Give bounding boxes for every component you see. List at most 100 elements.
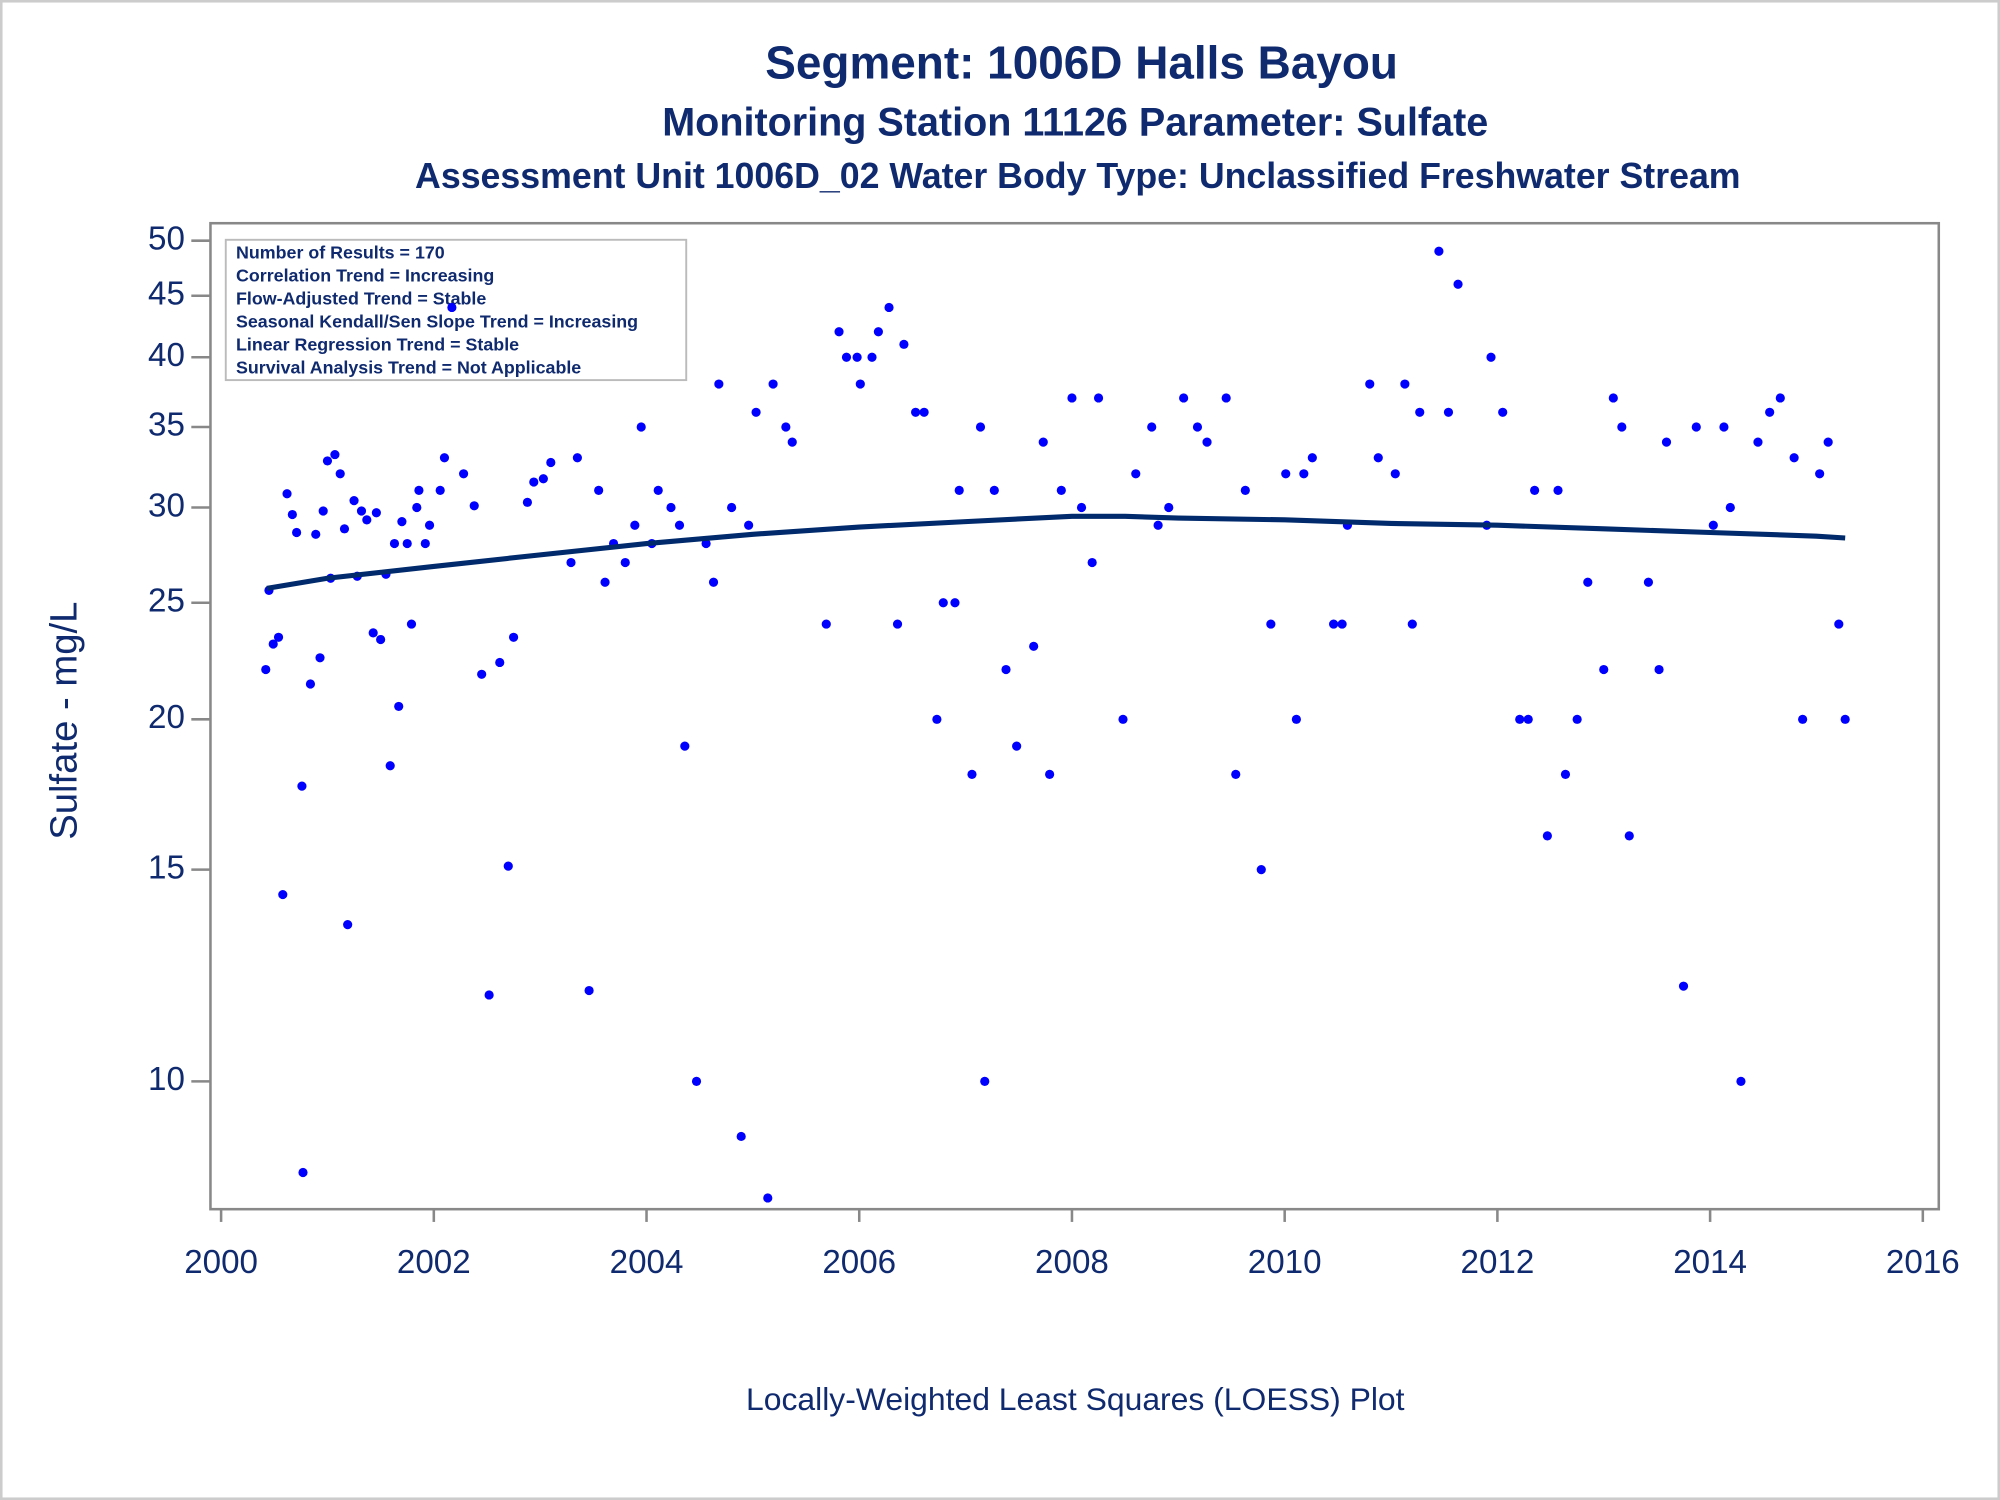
data-point: [636, 422, 646, 432]
data-point: [701, 538, 711, 549]
data-point: [368, 628, 378, 638]
footnote: Locally-Weighted Least Squares (LOESS) P…: [746, 1381, 1405, 1417]
data-point: [727, 502, 737, 513]
data-point: [899, 339, 909, 349]
y-tick-label: 40: [148, 337, 185, 374]
data-point: [406, 619, 417, 629]
data-point: [781, 422, 791, 432]
y-tick-label: 45: [148, 275, 185, 312]
data-point: [268, 639, 278, 649]
data-point: [1553, 485, 1563, 495]
data-point: [1029, 641, 1039, 651]
data-point: [1719, 422, 1729, 432]
data-point: [736, 1131, 746, 1142]
data-point: [938, 598, 948, 608]
data-point: [376, 634, 386, 645]
data-point: [989, 485, 999, 495]
y-tick-label: 50: [148, 220, 185, 257]
y-tick-label: 15: [148, 849, 185, 886]
data-point: [584, 985, 594, 996]
data-point: [1725, 502, 1735, 513]
data-point: [892, 619, 903, 629]
data-point: [1256, 865, 1266, 875]
data-point: [1118, 714, 1128, 724]
data-point: [297, 781, 307, 791]
chart-title: Segment: 1006D Halls Bayou: [765, 36, 1398, 88]
data-point: [339, 524, 350, 534]
data-point: [458, 469, 469, 479]
data-point: [1515, 714, 1525, 724]
data-point: [834, 327, 844, 337]
data-point: [763, 1193, 773, 1203]
data-point: [522, 497, 532, 507]
data-point: [768, 379, 778, 389]
data-point: [1498, 407, 1508, 417]
data-point: [477, 669, 487, 679]
x-tick-label: 2014: [1673, 1244, 1747, 1281]
data-point: [1815, 469, 1825, 479]
data-point: [680, 741, 690, 751]
data-point: [420, 538, 430, 549]
x-tick-label: 2000: [184, 1244, 258, 1281]
data-point: [1192, 422, 1203, 432]
data-point: [414, 485, 424, 495]
annotation: Flow-Adjusted Trend = Stable: [236, 288, 486, 308]
data-point: [1753, 437, 1763, 447]
data-point: [1765, 407, 1775, 417]
data-point: [447, 302, 457, 313]
data-point: [653, 485, 663, 495]
data-point: [273, 632, 284, 642]
data-point: [594, 485, 604, 495]
data-point: [841, 352, 852, 362]
x-tick-label: 2004: [610, 1244, 684, 1281]
data-point: [1291, 714, 1301, 724]
data-point: [1001, 664, 1011, 675]
chart-subtitle: Monitoring Station 11126 Parameter: Sulf…: [662, 100, 1488, 144]
data-point: [1329, 619, 1339, 629]
data-point: [919, 407, 929, 417]
data-point: [873, 327, 883, 337]
data-point: [855, 379, 865, 389]
y-tick-label: 35: [148, 407, 185, 444]
data-point: [691, 1076, 702, 1086]
data-point: [356, 506, 367, 516]
data-point: [343, 920, 353, 930]
x-tick-label: 2006: [822, 1244, 896, 1281]
data-point: [1708, 520, 1718, 530]
data-point: [484, 990, 494, 1000]
data-point: [469, 501, 479, 511]
data-point: [1486, 352, 1496, 362]
data-point: [389, 538, 400, 549]
data-point: [1164, 502, 1174, 513]
data-point: [287, 509, 297, 520]
data-point: [1266, 619, 1276, 629]
data-point: [1087, 557, 1097, 568]
data-point: [1434, 246, 1444, 256]
data-point: [424, 520, 435, 530]
data-point: [1147, 422, 1157, 432]
data-point: [751, 407, 761, 417]
data-point: [315, 653, 325, 663]
x-tick-label: 2016: [1886, 1244, 1960, 1281]
data-point: [278, 889, 288, 900]
data-point: [1131, 469, 1141, 479]
x-tick-label: 2010: [1248, 1244, 1322, 1281]
data-point: [1823, 437, 1833, 447]
data-point: [1523, 714, 1533, 724]
data-point: [708, 577, 719, 587]
loess-line: [266, 513, 1846, 591]
data-point: [666, 502, 676, 513]
data-point: [1443, 407, 1454, 417]
data-point: [1407, 619, 1417, 629]
data-point: [1231, 769, 1241, 779]
data-point: [508, 632, 519, 642]
data-point: [1661, 437, 1672, 447]
data-point: [402, 538, 412, 549]
data-point: [1337, 619, 1347, 629]
data-point: [821, 619, 831, 629]
data-point: [1572, 714, 1582, 724]
data-point: [1012, 741, 1022, 751]
y-tick-label: 30: [148, 487, 185, 524]
data-point: [311, 529, 321, 539]
x-tick-label: 2002: [397, 1244, 471, 1281]
